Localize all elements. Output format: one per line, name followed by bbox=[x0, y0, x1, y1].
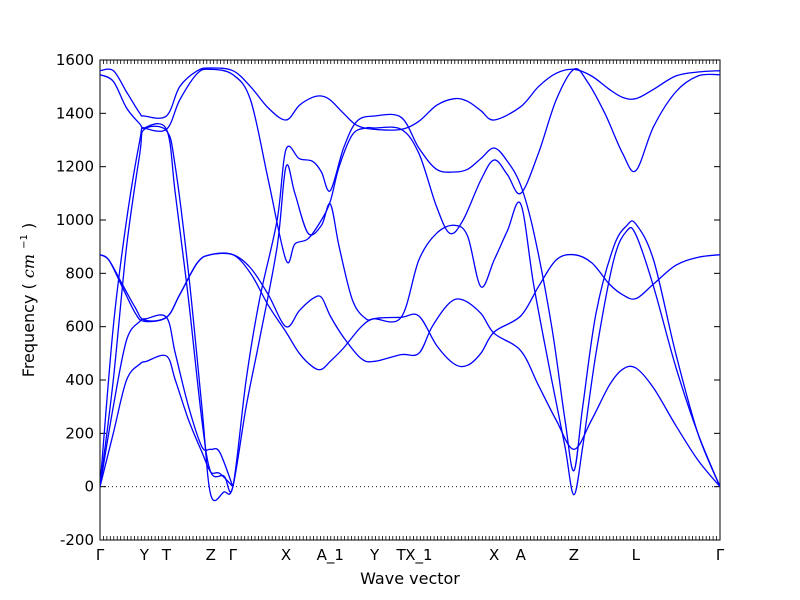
y-axis-label-close: ) bbox=[19, 223, 38, 229]
y-tick-label: 1400 bbox=[56, 104, 94, 122]
band-line-5 bbox=[100, 125, 720, 502]
y-axis-label-exp: −1 bbox=[19, 234, 30, 249]
band-line-2 bbox=[100, 314, 234, 487]
y-tick-label: 0 bbox=[84, 478, 94, 496]
series-layer bbox=[100, 67, 720, 502]
y-tick-label: 200 bbox=[65, 424, 94, 442]
x-tick-label: Z bbox=[569, 546, 579, 564]
y-axis-label: Frequency ( cm −1 ) bbox=[12, 223, 38, 377]
x-tick-label: T bbox=[396, 546, 407, 564]
band-line-6 bbox=[100, 113, 720, 493]
x-tick-label: Γ bbox=[716, 546, 725, 564]
x-tick-label: Z bbox=[206, 546, 216, 564]
y-tick-label: 1600 bbox=[56, 51, 94, 69]
x-axis-label: Wave vector bbox=[360, 569, 460, 588]
x-tick-label: L bbox=[632, 546, 641, 564]
x-tick-label: Y bbox=[139, 546, 150, 564]
x-tick-label: Γ bbox=[229, 546, 238, 564]
y-axis-label-main: Frequency bbox=[19, 289, 38, 377]
y-axis-label-unit: cm bbox=[19, 254, 38, 278]
x-tick-label: X_1 bbox=[405, 546, 432, 565]
y-axis-label-open: ( bbox=[19, 283, 38, 289]
y-tick-label: 1000 bbox=[56, 211, 94, 229]
x-tick-label: Y bbox=[369, 546, 380, 564]
x-tick-label: A_1 bbox=[317, 546, 344, 565]
band-line-1 bbox=[100, 354, 234, 488]
y-tick-label: 1200 bbox=[56, 158, 94, 176]
y-tick-label: 400 bbox=[65, 371, 94, 389]
x-tick-label: X bbox=[281, 546, 291, 564]
y-tick-label: 600 bbox=[65, 318, 94, 336]
band-line-8 bbox=[100, 68, 720, 264]
band-line-4 bbox=[100, 252, 720, 488]
x-tick-label: T bbox=[161, 546, 172, 564]
x-tick-label: X bbox=[489, 546, 499, 564]
ticks-layer bbox=[99, 59, 721, 541]
plot-frame bbox=[99, 59, 721, 541]
y-tick-label: -200 bbox=[60, 531, 94, 549]
x-tick-label: A bbox=[516, 546, 527, 564]
band-line-7 bbox=[100, 67, 720, 131]
y-tick-label: 800 bbox=[65, 264, 94, 282]
x-tick-label: Γ bbox=[96, 546, 105, 564]
